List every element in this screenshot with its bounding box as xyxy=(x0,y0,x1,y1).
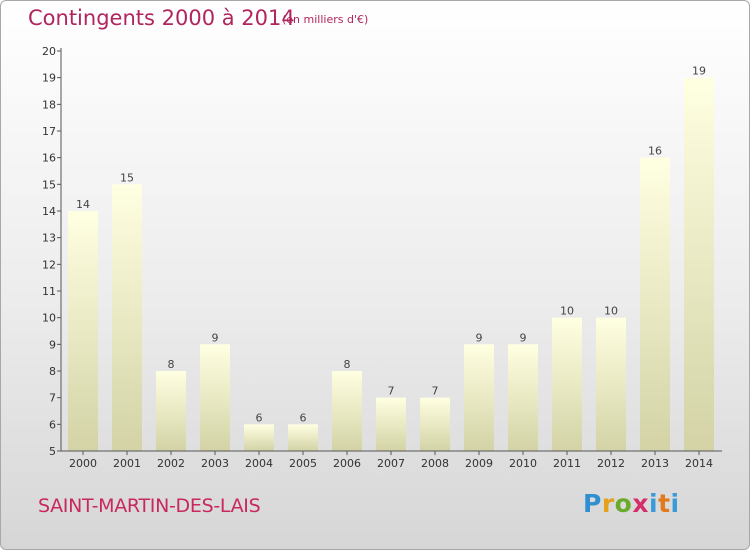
bar-2007 xyxy=(376,397,406,451)
value-label-2013: 16 xyxy=(648,145,662,158)
x-tick-label-2014: 2014 xyxy=(685,457,713,470)
x-tick-label-2007: 2007 xyxy=(377,457,405,470)
x-tick-label-2000: 2000 xyxy=(69,457,97,470)
bar-2014 xyxy=(684,77,714,452)
value-label-2001: 15 xyxy=(120,171,134,184)
value-label-2006: 8 xyxy=(344,358,351,371)
value-label-2009: 9 xyxy=(476,331,483,344)
value-label-2011: 10 xyxy=(560,305,574,318)
logo-letter-x: x xyxy=(632,489,649,518)
bar-2006 xyxy=(332,371,362,451)
y-tick-label: 20 xyxy=(42,45,56,58)
bar-2004 xyxy=(244,424,274,451)
value-label-2000: 14 xyxy=(76,198,90,211)
x-tick-label-2001: 2001 xyxy=(113,457,141,470)
y-tick-label: 17 xyxy=(42,125,56,138)
bar-2013 xyxy=(640,157,670,451)
y-tick-label: 18 xyxy=(42,98,56,111)
chart-subtitle: (en milliers d'€) xyxy=(282,13,369,26)
x-tick-label-2008: 2008 xyxy=(421,457,449,470)
bar-2012 xyxy=(596,317,626,451)
x-tick-label-2006: 2006 xyxy=(333,457,361,470)
x-tick-label-2009: 2009 xyxy=(465,457,493,470)
place-name: SAINT-MARTIN-DES-LAIS xyxy=(38,495,261,517)
x-tick-label-2002: 2002 xyxy=(157,457,185,470)
bar-2002 xyxy=(156,371,186,451)
bar-2009 xyxy=(464,344,494,451)
bar-2005 xyxy=(288,424,318,451)
x-tick-label-2005: 2005 xyxy=(289,457,317,470)
logo-letter-i2: i xyxy=(670,489,680,518)
y-tick-label: 12 xyxy=(42,258,56,271)
logo-letter-t: t xyxy=(658,489,671,518)
y-tick-label: 13 xyxy=(42,232,56,245)
bar-2008 xyxy=(420,397,450,451)
proxiti-logo[interactable]: Proxiti xyxy=(583,489,680,518)
logo-letter-p: P xyxy=(583,489,602,518)
bar-2001 xyxy=(112,184,142,452)
y-tick-label: 8 xyxy=(49,365,56,378)
value-label-2003: 9 xyxy=(212,331,219,344)
x-tick-label-2012: 2012 xyxy=(597,457,625,470)
y-tick-label: 10 xyxy=(42,312,56,325)
value-label-2012: 10 xyxy=(604,305,618,318)
x-tick-label-2011: 2011 xyxy=(553,457,581,470)
y-tick-label: 7 xyxy=(49,392,56,405)
y-tick-label: 6 xyxy=(49,418,56,431)
y-tick-label: 19 xyxy=(42,72,56,85)
y-tick-label: 11 xyxy=(42,285,56,298)
value-label-2010: 9 xyxy=(520,331,527,344)
chart-title: Contingents 2000 à 2014 xyxy=(28,6,295,30)
bars: 14 15 8 9 6 6 8 7 7 9 9 10 10 16 19 xyxy=(68,65,714,452)
value-label-2008: 7 xyxy=(432,385,439,398)
bar-2010 xyxy=(508,344,538,451)
y-tick-label: 16 xyxy=(42,152,56,165)
logo-letter-i: i xyxy=(649,489,659,518)
bar-2003 xyxy=(200,344,230,451)
bar-2000 xyxy=(68,211,98,451)
value-label-2002: 8 xyxy=(168,358,175,371)
y-axis: 5 6 7 8 9 10 11 12 13 14 15 16 17 18 19 20 xyxy=(42,45,62,458)
x-tick-label-2013: 2013 xyxy=(641,457,669,470)
value-label-2004: 6 xyxy=(256,411,263,424)
value-label-2014: 19 xyxy=(692,65,706,78)
y-tick-label: 15 xyxy=(42,178,56,191)
value-label-2005: 6 xyxy=(300,411,307,424)
value-label-2007: 7 xyxy=(388,385,395,398)
y-tick-label: 9 xyxy=(49,338,56,351)
y-tick-label: 14 xyxy=(42,205,56,218)
x-tick-label-2003: 2003 xyxy=(201,457,229,470)
y-tick-label: 5 xyxy=(49,445,56,458)
bar-2011 xyxy=(552,317,582,451)
x-tick-label-2004: 2004 xyxy=(245,457,273,470)
logo-letter-o: o xyxy=(614,489,633,518)
x-tick-label-2010: 2010 xyxy=(509,457,537,470)
x-axis: 2000 2001 2002 2003 2004 2005 2006 2007 2008 2009… xyxy=(61,450,722,470)
logo-letter-r: r xyxy=(601,489,615,518)
